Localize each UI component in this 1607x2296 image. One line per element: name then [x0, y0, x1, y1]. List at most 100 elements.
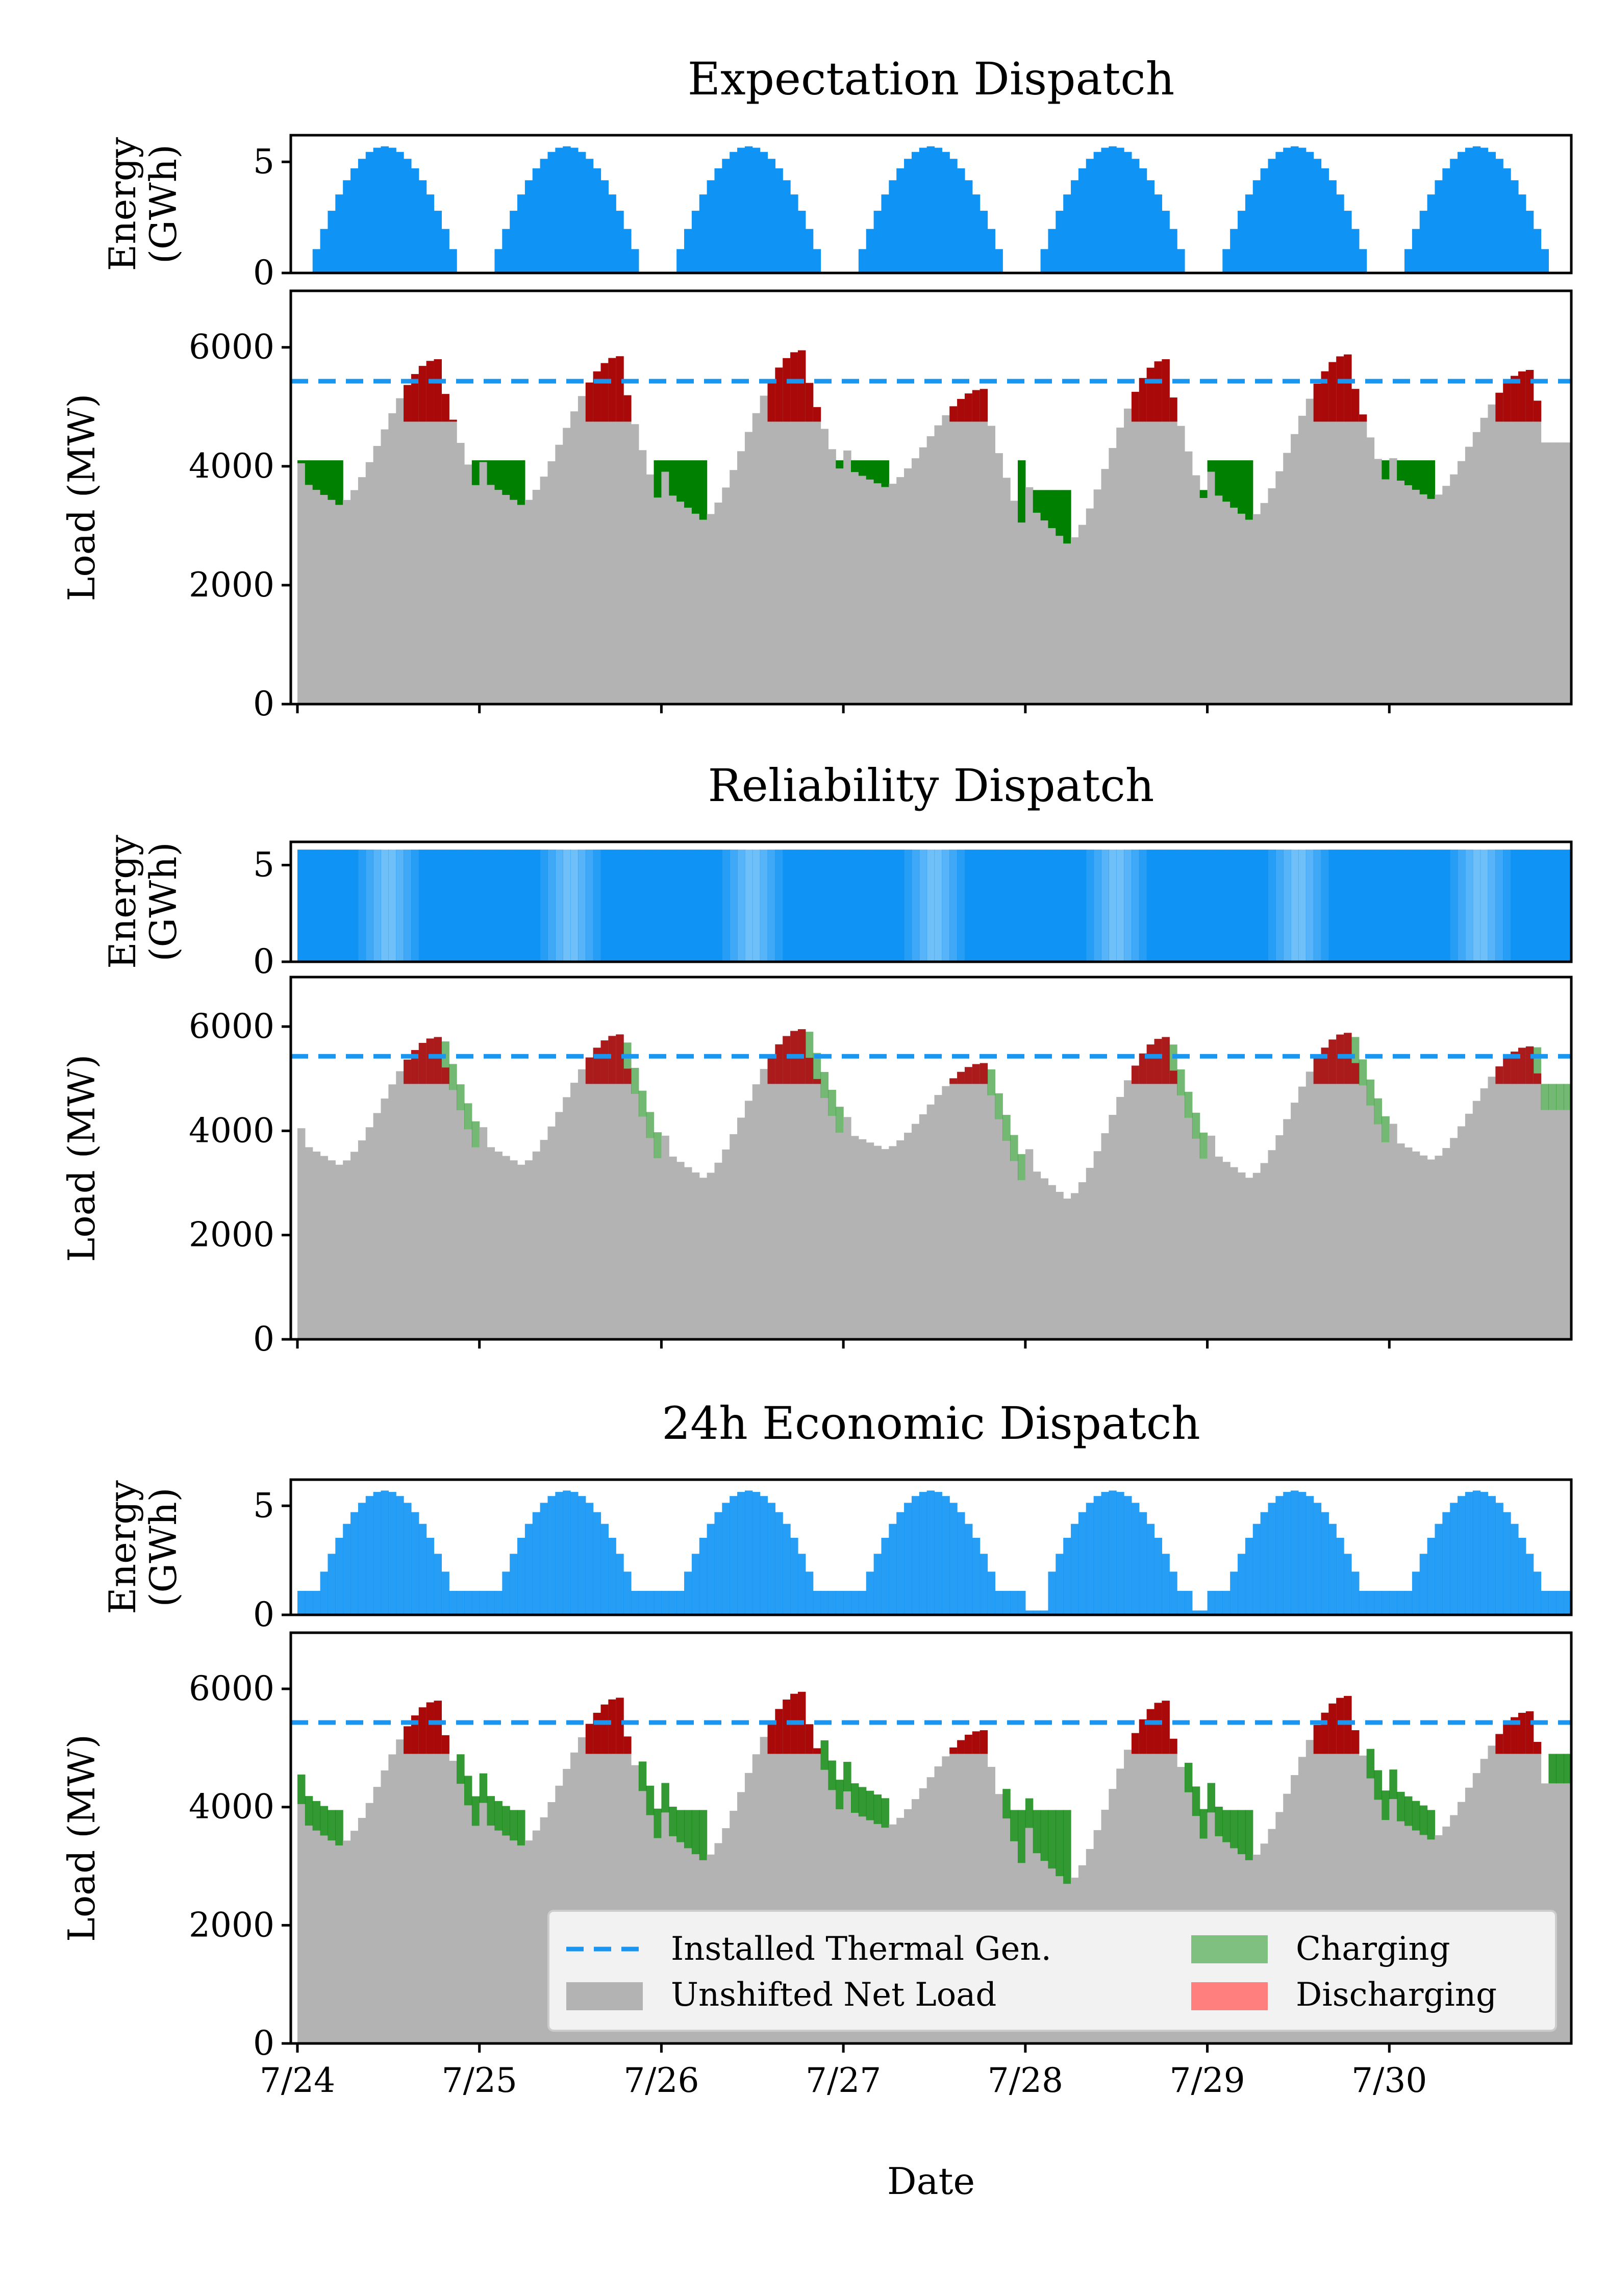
energy-bar	[1245, 850, 1253, 962]
discharging-bar	[949, 1747, 958, 1754]
charging-bar	[699, 460, 708, 520]
energy-bar	[1291, 1490, 1299, 1615]
charging-bar	[836, 1107, 844, 1133]
load-y-tick-label: 6000	[189, 1007, 274, 1046]
energy-bar	[1252, 850, 1261, 962]
energy-bar	[1002, 850, 1011, 962]
net-load-bar	[911, 1124, 920, 1339]
net-load-bar	[797, 1029, 806, 1339]
charging-bar	[1238, 1810, 1246, 1855]
energy-bar	[1321, 1512, 1329, 1615]
net-load-bar	[836, 1133, 844, 1339]
charging-bar	[471, 1796, 480, 1826]
energy-bar	[919, 1492, 927, 1615]
energy-bar	[1283, 850, 1291, 962]
charging-bar	[1017, 1810, 1026, 1863]
energy-bar	[676, 249, 685, 273]
net-load-bar	[441, 394, 449, 704]
energy-bar	[919, 850, 927, 962]
net-load-bar	[1556, 1110, 1564, 1339]
energy-bar	[1139, 1512, 1147, 1615]
discharging-bar	[1351, 389, 1360, 422]
charging-bar	[828, 1760, 836, 1790]
energy-bar	[616, 850, 624, 962]
energy-bar	[1298, 1492, 1307, 1615]
net-load-bar	[1109, 448, 1117, 704]
net-load-bar	[1002, 1141, 1011, 1339]
net-load-bar	[873, 1145, 882, 1339]
charging-bar	[502, 460, 510, 495]
energy-bar	[858, 249, 867, 273]
net-load-bar	[881, 487, 889, 704]
net-load-bar	[305, 1147, 313, 1339]
energy-bar	[1086, 850, 1094, 962]
net-load-bar	[411, 374, 419, 704]
energy-bar	[1048, 1571, 1056, 1615]
energy-bar	[691, 850, 700, 962]
discharging-bar	[1503, 1058, 1511, 1084]
charging-bar	[335, 1810, 343, 1845]
energy-bar	[1351, 229, 1360, 273]
net-load-bar	[1359, 414, 1367, 704]
load-y-tick-label: 2000	[189, 1905, 274, 1944]
net-load-bar	[335, 1164, 343, 1339]
energy-bar	[1366, 850, 1375, 962]
energy-bar	[1040, 850, 1049, 962]
discharging-bar	[1511, 1717, 1519, 1754]
net-load-bar	[547, 1126, 556, 1339]
energy-bar	[320, 229, 329, 273]
energy-bar	[987, 850, 996, 962]
energy-bar	[532, 168, 541, 273]
energy-bar	[600, 1524, 609, 1615]
net-load-bar	[1556, 1783, 1564, 2043]
net-load-bar	[661, 1135, 669, 1339]
energy-bar	[1116, 850, 1124, 962]
charging-bar	[328, 460, 336, 500]
net-load-bar	[1351, 1063, 1360, 1339]
net-load-bar	[1511, 376, 1519, 704]
energy-bar	[957, 168, 965, 273]
net-load-bar	[1268, 488, 1276, 704]
net-load-bar	[1291, 1103, 1299, 1339]
charging-bar	[858, 1787, 867, 1817]
energy-bar	[661, 1590, 669, 1615]
net-load-bar	[608, 1036, 616, 1339]
net-load-bar	[1351, 389, 1360, 704]
energy-bar	[1525, 211, 1534, 273]
energy-bar	[1541, 249, 1549, 273]
charging-bar	[1025, 1798, 1034, 1828]
charging-bar	[669, 1806, 677, 1836]
net-load-bar	[669, 495, 677, 704]
energy-bar	[570, 1492, 579, 1615]
net-load-bar	[373, 446, 382, 704]
net-load-bar	[820, 429, 829, 704]
energy-bar	[1435, 850, 1443, 962]
energy-bar	[873, 850, 882, 962]
energy-bar	[797, 211, 806, 273]
energy-bar	[911, 1496, 920, 1615]
charging-bar	[1404, 1796, 1413, 1826]
discharging-bar	[949, 1078, 958, 1084]
energy-y-tick-label: 5	[253, 142, 274, 181]
discharging-bar	[797, 350, 806, 422]
energy-bar	[396, 850, 404, 962]
energy-bar	[942, 850, 950, 962]
net-load-bar	[987, 1095, 996, 1339]
energy-bar	[585, 850, 594, 962]
charging-bar	[1002, 1789, 1011, 1819]
charging-bar	[1366, 1749, 1375, 1779]
net-load-bar	[1458, 1126, 1466, 1339]
discharging-bar	[1313, 1058, 1322, 1084]
panels-group: Expectation Dispatch05Energy(GWh)0200040…	[60, 53, 1573, 2100]
energy-bar	[555, 147, 563, 273]
energy-bar	[1169, 1571, 1177, 1615]
energy-bar	[1101, 1492, 1109, 1615]
energy-bar	[1351, 1571, 1360, 1615]
net-load-bar	[1184, 1117, 1193, 1339]
energy-axis-label-unit: (GWh)	[142, 842, 185, 961]
net-load-bar	[1525, 370, 1534, 704]
energy-bar	[1351, 850, 1360, 962]
charging-bar	[1382, 1790, 1390, 1820]
discharging-bar	[1525, 370, 1534, 422]
energy-axes-frame	[289, 134, 1573, 274]
